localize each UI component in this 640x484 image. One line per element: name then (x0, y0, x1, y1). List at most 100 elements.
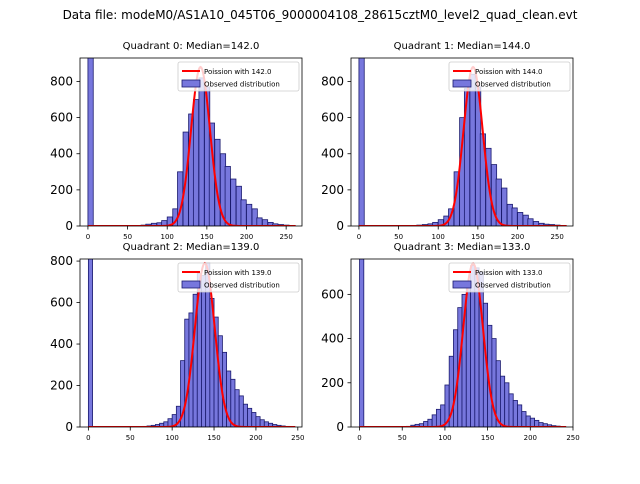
x-tick-label: 50 (398, 434, 407, 442)
y-tick-label: 400 (50, 337, 73, 351)
figure-title: Data file: modeM0/AS1A10_045T06_90000041… (0, 8, 640, 22)
y-tick-label: 800 (50, 254, 73, 268)
legend-bar-swatch (182, 80, 200, 87)
x-tick-label: 100 (438, 434, 451, 442)
histogram-bar (500, 376, 504, 427)
histogram-bar (432, 415, 436, 427)
y-tick-label: 600 (50, 111, 73, 125)
histogram-bar (243, 404, 247, 427)
histogram-bar (235, 390, 239, 427)
histogram-bar (185, 319, 189, 427)
histogram-bar (522, 412, 526, 427)
legend-bar-swatch (453, 281, 471, 288)
histogram-bar (359, 56, 364, 226)
y-tick-label: 200 (50, 183, 73, 197)
quadrant-0-panel: 0 50 100 150 200 250 0 200 400 600 800 Quadrant 0: … (50, 41, 302, 241)
x-tick-label: 250 (291, 434, 304, 442)
y-tick-label: 600 (321, 287, 344, 301)
histogram-bar (466, 283, 470, 427)
legend-label-poisson: Poission with 142.0 (204, 68, 272, 76)
y-tick-label: 200 (321, 376, 344, 390)
histogram-bar (239, 396, 243, 427)
x-tick-label: 150 (471, 233, 484, 241)
histogram-bar (222, 352, 226, 427)
x-tick-label: 250 (566, 434, 579, 442)
legend-label-poisson: Poission with 139.0 (204, 269, 272, 277)
histogram-bar (248, 408, 252, 427)
y-tick-label: 600 (321, 111, 344, 125)
y-tick-label: 0 (65, 219, 73, 233)
histogram-bar (260, 420, 264, 427)
x-tick-label: 150 (207, 434, 220, 442)
histogram-bar (530, 418, 534, 427)
x-tick-label: 250 (550, 233, 563, 241)
legend-label-observed: Observed distribution (204, 81, 280, 89)
x-tick-label: 200 (524, 434, 537, 442)
histogram-bar (257, 218, 262, 226)
histogram-bar (247, 204, 252, 226)
x-tick-label: 50 (123, 233, 132, 241)
y-tick-label: 200 (321, 183, 344, 197)
legend-label-poisson: Poission with 133.0 (475, 269, 543, 277)
legend-label-poisson: Poission with 144.0 (475, 68, 543, 76)
quadrant-1-title: Quadrant 1: Median=144.0 (394, 41, 531, 52)
x-tick-label: 0 (86, 233, 90, 241)
quadrant-3-title: Quadrant 3: Median=133.0 (394, 242, 531, 253)
x-tick-label: 200 (249, 434, 262, 442)
x-tick-label: 100 (165, 434, 178, 442)
histogram-bar (502, 188, 507, 226)
y-tick-label: 800 (50, 74, 73, 88)
x-tick-label: 200 (240, 233, 253, 241)
x-tick-label: 0 (357, 434, 361, 442)
legend-label-observed: Observed distribution (204, 282, 280, 290)
y-tick-label: 400 (321, 332, 344, 346)
x-tick-label: 50 (126, 434, 135, 442)
y-tick-label: 0 (336, 219, 344, 233)
legend-label-observed: Observed distribution (475, 81, 551, 89)
histogram-bar (428, 419, 432, 427)
x-tick-label: 0 (86, 434, 90, 442)
histogram-bar (225, 166, 230, 226)
quadrant-1-panel: 0 50 100 150 200 250 0 200 400 600 800 Quadrant 1: … (321, 41, 573, 241)
legend-bar-swatch (453, 80, 471, 87)
x-tick-label: 100 (432, 233, 445, 241)
histogram-bar (360, 257, 364, 427)
y-tick-label: 400 (50, 147, 73, 161)
histogram-bar (526, 416, 530, 427)
y-tick-label: 400 (321, 147, 344, 161)
x-tick-label: 100 (161, 233, 174, 241)
x-tick-label: 250 (279, 233, 292, 241)
histogram-bar (513, 400, 517, 427)
x-tick-label: 150 (200, 233, 213, 241)
legend-bar-swatch (182, 281, 200, 288)
y-tick-label: 800 (321, 74, 344, 88)
x-tick-label: 50 (394, 233, 403, 241)
quadrant-0-title: Quadrant 0: Median=142.0 (123, 41, 260, 52)
histogram-bar (512, 208, 517, 226)
histogram-bar (252, 412, 256, 427)
histogram-bar (505, 383, 509, 427)
histogram-bar (518, 405, 522, 427)
legend-label-observed: Observed distribution (475, 282, 551, 290)
histogram-bar (88, 56, 93, 226)
histogram-bar (256, 417, 260, 427)
y-tick-label: 200 (50, 379, 73, 393)
x-tick-label: 200 (511, 233, 524, 241)
histogram-bar (199, 78, 204, 226)
histogram-bar (528, 219, 533, 226)
histogram-bar (201, 276, 205, 427)
histogram-bar (231, 179, 236, 226)
histogram-bar (436, 409, 440, 427)
histogram-bar (231, 379, 235, 427)
histogram-bar (193, 100, 198, 226)
y-tick-label: 0 (336, 420, 344, 434)
x-tick-label: 0 (357, 233, 361, 241)
histogram-bar (518, 212, 523, 226)
y-tick-label: 600 (50, 296, 73, 310)
histogram-bar (470, 74, 475, 226)
y-tick-label: 0 (65, 420, 73, 434)
